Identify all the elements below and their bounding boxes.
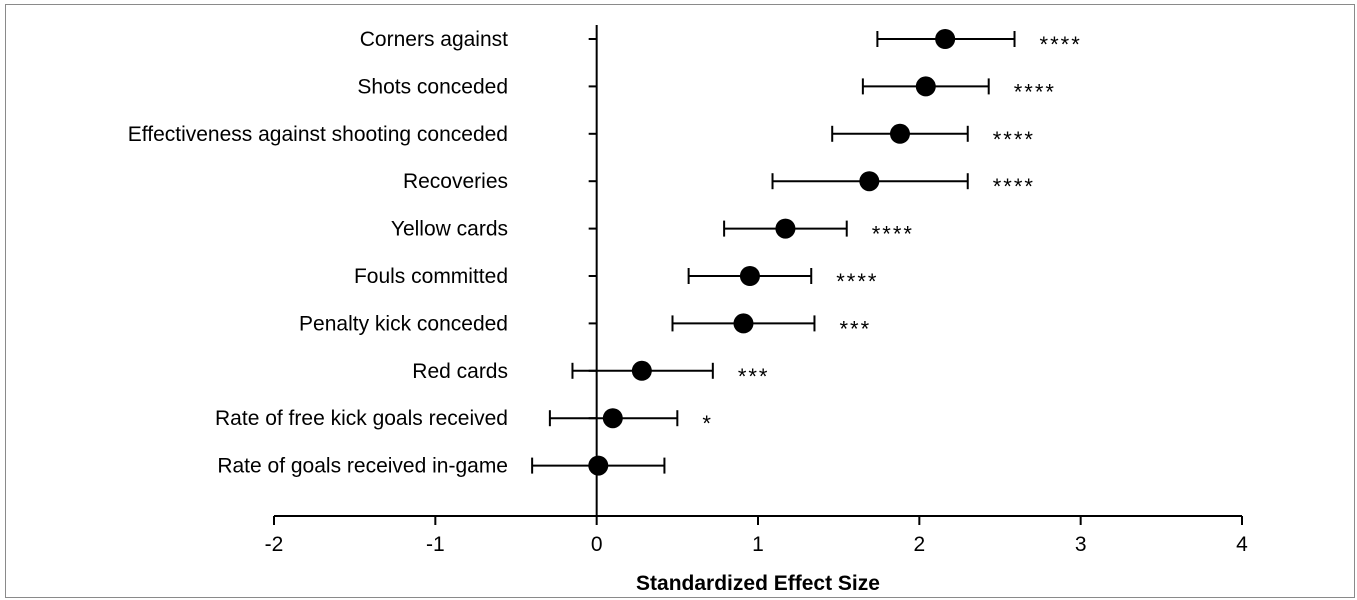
forest-row: *: [548, 408, 713, 436]
x-tick-label: 2: [913, 533, 925, 556]
significance-label: ****: [836, 269, 878, 294]
category-label: Rate of goals received in-game: [217, 455, 508, 478]
y-axis-ticks: [588, 38, 597, 467]
significance-label: ****: [1040, 32, 1082, 57]
forest-row: ****: [876, 29, 1082, 57]
x-tick-label: -2: [265, 533, 284, 556]
significance-label: ***: [839, 316, 871, 341]
significance-label: ****: [993, 127, 1035, 152]
forest-row: ***: [571, 360, 770, 389]
x-axis-ticks: -2 -1 0 1 2 3 4: [265, 516, 1248, 556]
chart-frame: [5, 4, 1355, 598]
significance-label: ****: [993, 174, 1035, 199]
estimate-point: [631, 360, 652, 381]
estimate-point: [733, 313, 754, 334]
data-marks: *******************************: [531, 29, 1082, 476]
estimate-point: [889, 123, 910, 144]
category-label: Corners against: [360, 28, 508, 51]
estimate-point: [775, 218, 796, 239]
x-tick-label: 3: [1075, 533, 1087, 556]
category-label: Fouls committed: [354, 265, 508, 288]
estimate-point: [739, 266, 760, 286]
forest-row: ****: [723, 218, 914, 247]
category-label: Rate of free kick goals received: [215, 407, 508, 430]
forest-row: ****: [831, 123, 1035, 152]
significance-label: ****: [1014, 79, 1056, 104]
estimate-point: [588, 455, 609, 476]
x-tick-label: 1: [752, 533, 764, 556]
forest-row: [531, 455, 666, 476]
x-tick-label: 0: [591, 533, 603, 556]
forest-row: ****: [687, 266, 878, 294]
category-label: Effectiveness against shooting conceded: [128, 123, 508, 146]
x-tick-label: -1: [426, 533, 445, 556]
category-label: Shots conceded: [357, 75, 508, 98]
forest-row: ***: [671, 313, 871, 341]
x-axis-title: Standardized Effect Size: [636, 572, 880, 595]
category-label: Penalty kick conceded: [299, 312, 508, 335]
category-labels: Corners against Shots conceded Effectivene…: [128, 28, 508, 478]
x-tick-label: 4: [1236, 533, 1248, 556]
significance-label: ***: [738, 364, 770, 389]
forest-row: ****: [861, 76, 1056, 104]
estimate-point: [602, 408, 623, 429]
significance-label: *: [702, 411, 713, 436]
category-label: Yellow cards: [391, 218, 508, 241]
category-label: Red cards: [412, 360, 508, 383]
significance-label: ****: [872, 222, 914, 247]
axes: -2 -1 0 1 2 3 4: [265, 25, 1248, 556]
estimate-point: [859, 171, 880, 192]
forest-row: ****: [771, 171, 1035, 199]
category-label: Recoveries: [403, 170, 508, 193]
estimate-point: [915, 76, 936, 97]
estimate-point: [935, 29, 956, 49]
